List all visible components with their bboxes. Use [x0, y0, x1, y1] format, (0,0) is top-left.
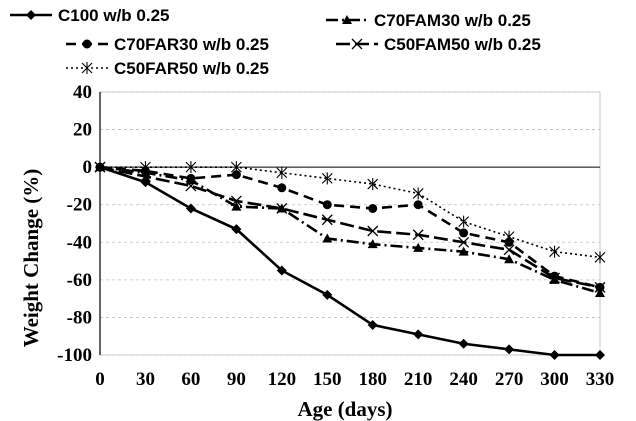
- data-point: [231, 224, 242, 235]
- data-point: [185, 180, 197, 192]
- legend-item: C50FAM50 w/b 0.25: [336, 35, 541, 54]
- y-axis-title: Weight Change (%): [19, 169, 43, 348]
- data-point: [230, 161, 242, 174]
- data-point: [94, 161, 106, 174]
- x-tick-label: 120: [268, 369, 297, 390]
- series-line: [99, 165, 601, 289]
- data-point: [413, 242, 424, 252]
- data-point: [139, 171, 151, 182]
- y-tick-label: 40: [73, 82, 92, 103]
- data-point: [231, 201, 242, 211]
- data-point: [186, 173, 196, 183]
- data-point: [504, 344, 515, 355]
- data-point: [458, 246, 469, 256]
- data-point: [367, 225, 379, 237]
- legend-marker: [26, 10, 36, 20]
- data-point: [185, 203, 196, 214]
- data-point: [594, 281, 606, 293]
- data-point: [549, 245, 560, 258]
- x-tick-label: 90: [227, 369, 246, 390]
- data-point: [504, 254, 515, 264]
- y-tick-label: -100: [57, 345, 92, 366]
- series-line: [99, 165, 601, 289]
- data-point: [458, 215, 470, 228]
- x-axis-title: Age (days): [297, 397, 392, 421]
- gridlines: [99, 91, 601, 356]
- x-tick-label: 30: [136, 369, 155, 390]
- legend: C100 w/b 0.25 C70FAM30 w/b 0.25 C70FAR30 w…: [10, 6, 541, 78]
- legend-item: C100 w/b 0.25: [10, 6, 170, 25]
- series-line: [99, 165, 600, 357]
- legend-marker: [342, 15, 352, 24]
- y-tick-label: -20: [67, 195, 92, 216]
- data-point: [412, 229, 424, 241]
- series-group: [94, 161, 606, 360]
- series-5: [94, 161, 606, 264]
- data-point: [413, 329, 424, 340]
- data-point: [368, 203, 378, 213]
- data-point: [595, 350, 605, 360]
- data-point: [549, 350, 560, 360]
- data-point: [458, 236, 470, 248]
- data-point: [367, 239, 378, 249]
- series-line: [99, 165, 601, 295]
- legend-item: C50FAR50 w/b 0.25: [66, 59, 269, 78]
- data-point: [367, 319, 378, 330]
- legend-label: C100 w/b 0.25: [58, 6, 170, 25]
- data-point: [276, 203, 288, 214]
- y-tick-label: -80: [67, 307, 92, 328]
- x-tick-label: 0: [95, 369, 105, 390]
- y-tick-label: 20: [73, 120, 92, 141]
- series-line: [100, 166, 601, 259]
- data-point: [549, 272, 561, 284]
- data-point: [322, 200, 332, 210]
- legend-label: C70FAR30 w/b 0.25: [114, 35, 269, 54]
- data-point: [277, 183, 287, 193]
- data-point: [276, 166, 288, 179]
- data-point: [413, 200, 423, 210]
- y-tick-label: -60: [67, 270, 92, 291]
- data-point: [322, 289, 333, 300]
- legend-label: C70FAM30 w/b 0.25: [374, 11, 531, 30]
- legend-item: C70FAR30 w/b 0.25: [66, 35, 269, 54]
- data-point: [550, 271, 560, 281]
- data-point: [367, 178, 379, 191]
- y-tick-label: 0: [83, 157, 93, 178]
- x-tick-label: 150: [313, 369, 342, 390]
- x-tick-label: 330: [586, 369, 615, 390]
- data-point: [231, 170, 241, 180]
- data-point: [276, 265, 287, 276]
- data-point: [230, 195, 242, 207]
- data-point: [595, 288, 605, 298]
- data-point: [458, 338, 469, 349]
- x-tick-label: 180: [358, 369, 387, 390]
- plot-frame: [99, 91, 601, 356]
- series-2: [95, 162, 605, 298]
- data-point: [594, 251, 606, 264]
- data-point: [459, 228, 469, 238]
- x-tick-label: 270: [495, 369, 524, 390]
- data-point: [140, 161, 151, 174]
- data-point: [412, 187, 424, 200]
- x-tick-label: 210: [404, 369, 433, 390]
- x-tick-label: 300: [540, 369, 569, 390]
- legend-label: C50FAM50 w/b 0.25: [384, 35, 541, 54]
- legend-label: C50FAR50 w/b 0.25: [114, 59, 269, 78]
- axes: [99, 92, 600, 355]
- data-point: [185, 161, 197, 174]
- legend-marker: [81, 62, 93, 74]
- y-tick-label: -40: [67, 232, 92, 253]
- data-point: [321, 172, 333, 185]
- data-point: [321, 214, 333, 226]
- legend-marker: [351, 38, 363, 50]
- data-point: [503, 230, 515, 243]
- data-point: [322, 233, 333, 243]
- legend-item: C70FAM30 w/b 0.25: [326, 11, 531, 30]
- legend-marker: [82, 39, 92, 49]
- x-tick-label: 60: [181, 369, 200, 390]
- data-point: [503, 244, 515, 256]
- x-tick-label: 240: [449, 369, 478, 390]
